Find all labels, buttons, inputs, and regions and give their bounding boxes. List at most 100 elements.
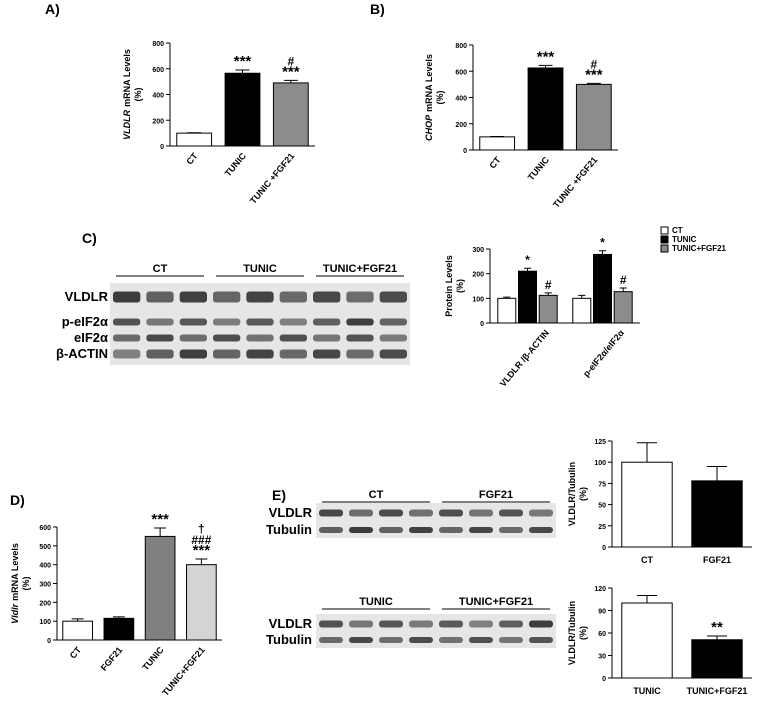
x-tick-label: TUNIC+FGF21 [687, 686, 748, 696]
blot-band [529, 637, 553, 643]
error-bar [112, 616, 125, 619]
group-label: TUNIC [243, 263, 277, 275]
y-axis-label-text: VLDLR/Tubulin [567, 601, 577, 665]
bar [593, 253, 612, 324]
error-bar [503, 296, 511, 299]
blot-band [213, 349, 241, 359]
x-tick-label: CT [487, 154, 503, 170]
y-axis-label: VLDLR/Tubulin [567, 462, 577, 526]
bar [621, 602, 673, 679]
y-tick-label: 75 [598, 481, 606, 488]
panel-label: C) [82, 230, 97, 246]
blot-row-label: p-eIF2α [62, 314, 108, 329]
blot-row-label: β-ACTIN [56, 346, 108, 361]
y-tick-label: 0 [463, 148, 467, 155]
x-tick-label: TUNIC [223, 150, 249, 178]
blot-band [469, 637, 493, 643]
y-axis-label-gene: VLDLR [122, 109, 132, 139]
significance-label: *** [193, 542, 211, 559]
bar [621, 461, 673, 548]
significance-label: *** [585, 66, 603, 83]
bar [572, 297, 592, 324]
blot-band [349, 509, 373, 517]
blot-band [179, 349, 207, 359]
y-tick-label: 50 [598, 503, 606, 510]
blot-row-label: VLDLR [269, 616, 313, 631]
error-bar [523, 267, 532, 272]
y-axis-label: VLDLR mRNA Levels [122, 49, 132, 140]
error-bar [538, 64, 553, 68]
y-axis-label: CHOP mRNA Levels [424, 54, 434, 141]
x-tick-label: TUNIC [526, 154, 552, 182]
y-axis-label: VLDLR/Tubulin [567, 601, 577, 665]
error-bar [154, 527, 167, 537]
y-tick-label: 30 [598, 654, 606, 661]
bar [103, 617, 135, 641]
panel-label: D) [10, 492, 25, 508]
y-tick-label: 600 [152, 67, 164, 74]
blot-band [346, 318, 374, 326]
y-axis-label-text: mRNA Levels [10, 543, 20, 601]
blot-band [279, 318, 307, 326]
group-label: FGF21 [479, 489, 513, 501]
error-bar [598, 250, 607, 255]
bar [497, 297, 517, 324]
blot-band [499, 637, 523, 643]
error-bar [578, 294, 586, 299]
y-tick-label: 100 [39, 619, 51, 626]
blot-band [313, 334, 341, 342]
y-tick-label: 800 [152, 41, 164, 48]
blot-band [179, 318, 207, 326]
legend-label: TUNIC [672, 235, 697, 244]
blot-band [146, 291, 174, 303]
bar [538, 294, 558, 324]
y-tick-label: 300 [472, 247, 484, 254]
bar [691, 639, 743, 679]
blot-band [409, 637, 433, 643]
blot-band [313, 291, 341, 303]
y-axis-label: Protein Levels [444, 255, 454, 317]
blot-band [113, 349, 141, 359]
y-tick-label: 800 [455, 43, 467, 50]
y-axis-label-text: mRNA Levels [122, 49, 132, 107]
error-bar [706, 635, 728, 640]
blot-band [279, 291, 307, 303]
x-tick-label: TUNIC [633, 686, 661, 696]
error-bar [544, 292, 552, 296]
legend-swatch [660, 226, 669, 235]
error-bar [619, 287, 627, 292]
group-label: CT [153, 263, 168, 275]
bar [176, 132, 213, 147]
y-tick-label: 100 [594, 460, 606, 467]
error-bar [235, 69, 250, 74]
blot-band [246, 334, 274, 342]
bar [62, 620, 93, 641]
blot-band [346, 291, 374, 303]
blot-band [409, 509, 433, 517]
y-tick-label: 200 [455, 122, 467, 129]
bar [272, 82, 309, 147]
bar [479, 136, 516, 151]
panel-label: A) [45, 1, 60, 17]
x-tick-label: FGF21 [99, 645, 125, 673]
y-tick-label: 0 [602, 545, 606, 552]
blot-band [319, 620, 343, 628]
y-tick-label: 600 [39, 525, 51, 532]
significance-label: *** [537, 48, 555, 65]
error-bar [636, 595, 658, 603]
x-tick-label: TUNIC +FGF21 [248, 151, 296, 206]
blot-band [313, 318, 341, 326]
x-tick-label: CT [641, 555, 653, 565]
y-axis-label: Vldlr mRNA Levels [10, 543, 20, 624]
group-label: CT [369, 489, 384, 501]
significance-label: # [620, 273, 627, 287]
y-tick-label: 500 [39, 544, 51, 551]
blot-row-label: VLDLR [269, 505, 313, 520]
x-tick-label: VLDLR /β-ACTIN [498, 328, 551, 389]
panel-label: B) [370, 1, 385, 17]
blot-band [379, 291, 407, 303]
significance-label: ** [711, 619, 723, 636]
error-bar [586, 82, 601, 85]
y-axis-label-unit: (%) [578, 487, 588, 501]
blot-row-label: eIF2α [74, 330, 108, 345]
